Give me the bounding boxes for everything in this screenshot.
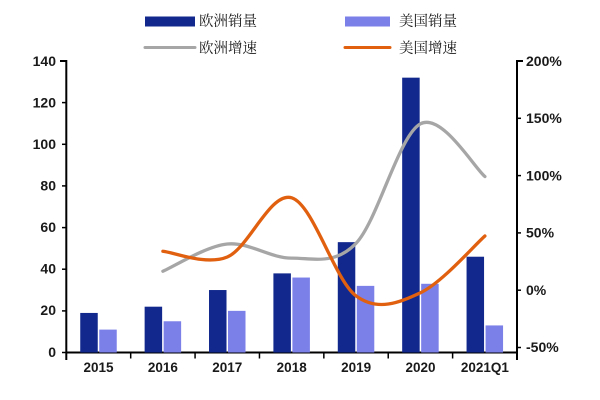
svg-text:欧洲销量: 欧洲销量 — [199, 12, 257, 30]
svg-text:0: 0 — [48, 344, 56, 360]
svg-text:2015: 2015 — [83, 360, 114, 375]
svg-text:2017: 2017 — [212, 360, 242, 375]
svg-text:100%: 100% — [526, 168, 562, 184]
svg-text:20: 20 — [40, 302, 56, 318]
svg-text:2021Q1: 2021Q1 — [461, 360, 510, 375]
svg-text:80: 80 — [40, 178, 56, 194]
svg-text:120: 120 — [33, 95, 57, 111]
svg-text:欧洲增速: 欧洲增速 — [199, 39, 257, 57]
svg-text:2016: 2016 — [148, 360, 179, 375]
svg-text:美国销量: 美国销量 — [399, 12, 457, 30]
svg-text:美国增速: 美国增速 — [399, 39, 457, 57]
svg-text:2018: 2018 — [277, 360, 308, 375]
svg-text:140: 140 — [33, 53, 57, 69]
svg-text:2020: 2020 — [405, 360, 435, 375]
svg-text:-50%: -50% — [526, 339, 559, 355]
svg-text:2019: 2019 — [341, 360, 371, 375]
svg-text:150%: 150% — [526, 110, 562, 126]
svg-text:200%: 200% — [526, 53, 562, 69]
svg-text:60: 60 — [40, 219, 56, 235]
svg-text:100: 100 — [33, 136, 57, 152]
svg-text:40: 40 — [40, 261, 56, 277]
svg-text:0%: 0% — [526, 282, 547, 298]
svg-text:50%: 50% — [526, 225, 555, 241]
